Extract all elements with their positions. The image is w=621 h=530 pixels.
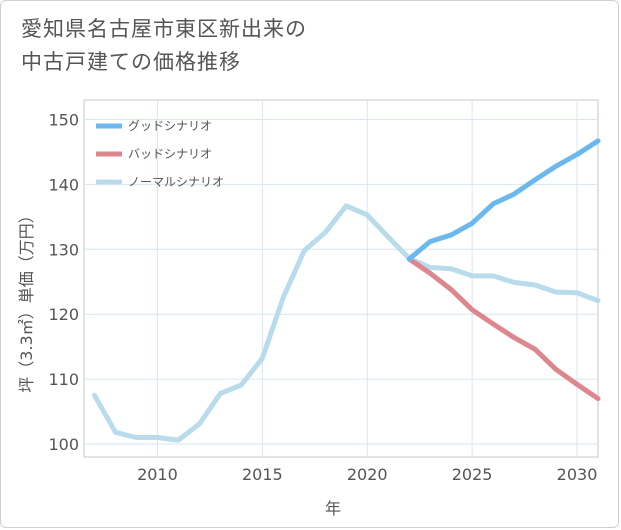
y-tick-label: 120 bbox=[48, 305, 79, 324]
x-tick-label: 2020 bbox=[347, 465, 388, 484]
y-tick-label: 110 bbox=[48, 370, 79, 389]
legend-label: バッドシナリオ bbox=[128, 147, 212, 161]
gridlines bbox=[84, 100, 598, 457]
x-tick-label: 2025 bbox=[452, 465, 493, 484]
plot-area bbox=[83, 99, 599, 458]
series-lines bbox=[92, 138, 601, 443]
tick-labels: 2010 2015 2020 2025 2030 100 110 120 130 140 150 bbox=[48, 110, 597, 484]
x-tick-label: 2015 bbox=[242, 465, 283, 484]
y-tick-label: 100 bbox=[48, 435, 79, 454]
x-tick-label: 2030 bbox=[557, 465, 598, 484]
series-line-2 bbox=[92, 203, 601, 443]
series-line-0 bbox=[406, 138, 601, 262]
y-tick-label: 130 bbox=[48, 240, 79, 259]
chart-title: 愛知県名古屋市東区新出来の 中古戸建ての価格推移 bbox=[21, 13, 307, 79]
plot-area-background bbox=[83, 99, 599, 458]
legend-label: ノーマルシナリオ bbox=[128, 175, 224, 189]
y-tick-label: 140 bbox=[48, 175, 79, 194]
chart-title-line-1: 愛知県名古屋市東区新出来の bbox=[21, 17, 307, 41]
chart-title-line-2: 中古戸建ての価格推移 bbox=[21, 50, 241, 74]
y-tick-label: 150 bbox=[48, 110, 79, 129]
x-axis-label: 年 bbox=[325, 499, 341, 518]
legend-label: グッドシナリオ bbox=[128, 119, 212, 133]
series-line-1 bbox=[406, 256, 601, 402]
x-tick-label: 2010 bbox=[137, 465, 178, 484]
y-axis-label: 坪（3.3㎡）単価（万円） bbox=[17, 207, 36, 392]
